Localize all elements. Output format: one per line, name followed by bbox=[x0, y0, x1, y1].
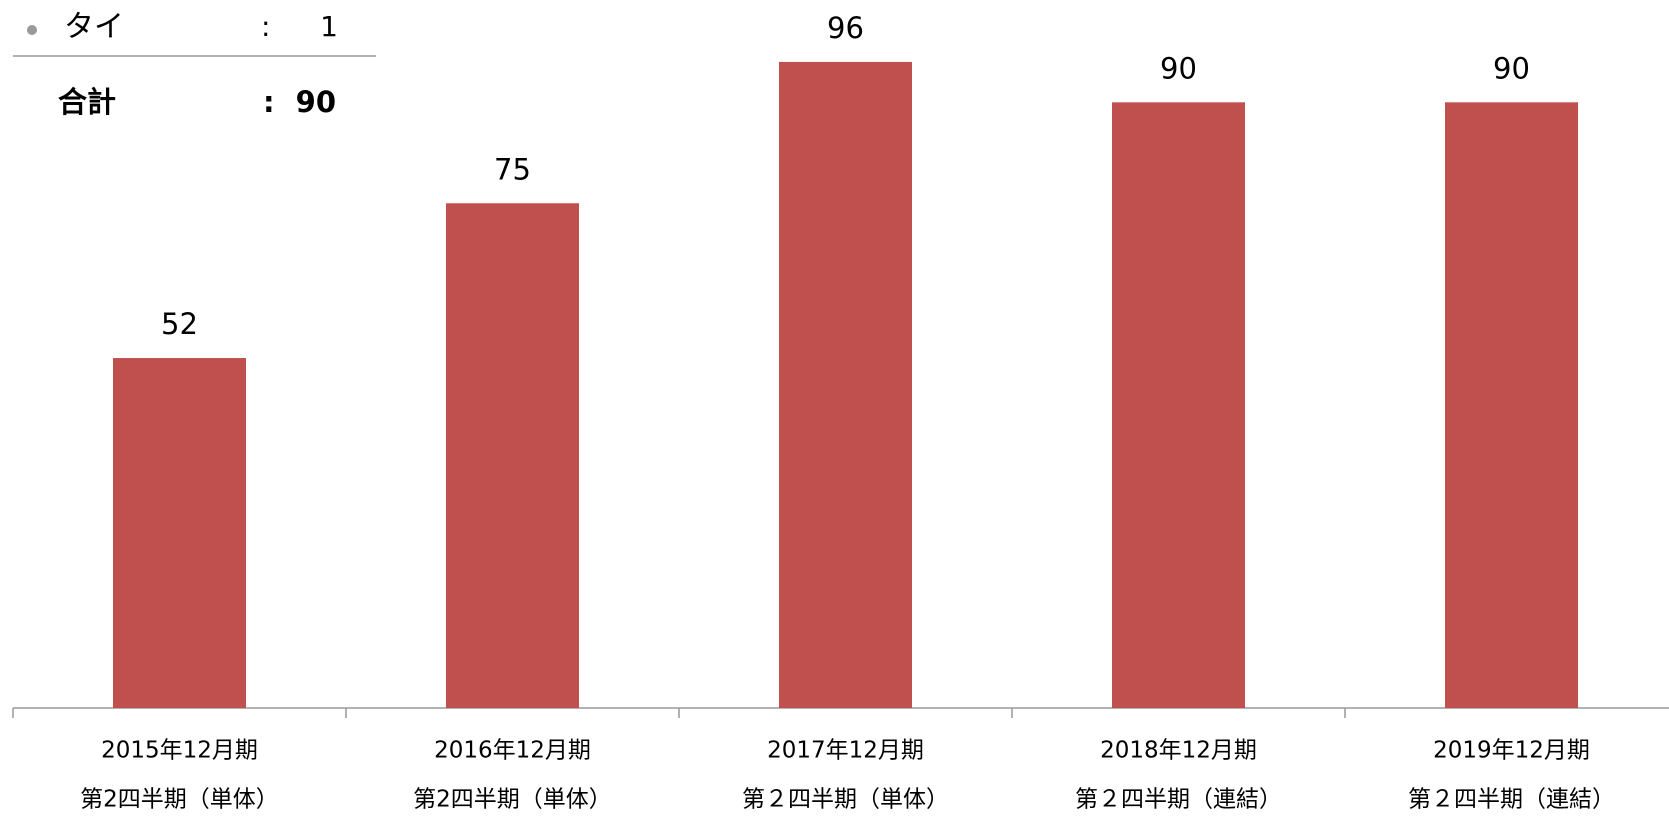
x-tick-label: 第2四半期（単体） bbox=[413, 787, 612, 813]
bar bbox=[113, 358, 246, 708]
bar bbox=[1112, 102, 1245, 709]
bar bbox=[1445, 102, 1578, 709]
x-tick-label: 2015年12月期 bbox=[101, 738, 258, 764]
separator: : bbox=[263, 85, 275, 119]
row-value: 1 bbox=[320, 10, 338, 43]
x-tick-label: 2019年12月期 bbox=[1433, 738, 1590, 764]
value-label: 52 bbox=[161, 307, 198, 341]
total-value: 90 bbox=[296, 85, 336, 119]
x-tick-label: 2018年12月期 bbox=[1100, 738, 1257, 764]
x-tick-label: 第２四半期（連結） bbox=[1075, 787, 1282, 813]
separator: : bbox=[261, 10, 270, 43]
x-tick-label: 2017年12月期 bbox=[767, 738, 924, 764]
bullet bbox=[27, 25, 37, 35]
bar bbox=[779, 61, 912, 709]
panel: タイ : 1 合計 : 90 bbox=[13, 10, 376, 119]
bar bbox=[446, 203, 579, 708]
x-tick-label: 第２四半期（連結） bbox=[1408, 787, 1615, 813]
row-label: タイ bbox=[64, 10, 124, 45]
total-label: 合計 bbox=[58, 85, 116, 119]
value-label: 96 bbox=[827, 11, 864, 45]
x-tick-label: 第2四半期（単体） bbox=[80, 787, 279, 813]
value-label: 75 bbox=[494, 152, 531, 186]
x-tick-label: 第２四半期（単体） bbox=[742, 787, 949, 813]
value-label: 90 bbox=[1160, 51, 1197, 85]
x-tick-label: 2016年12月期 bbox=[434, 738, 591, 764]
value-label: 90 bbox=[1493, 51, 1530, 85]
